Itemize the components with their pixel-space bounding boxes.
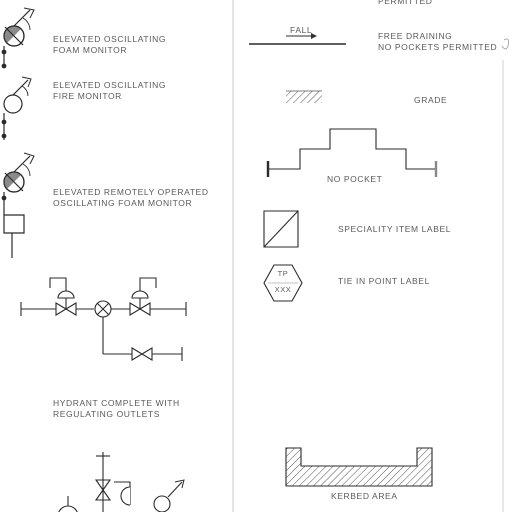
- no-pocket-label: NO POCKET: [327, 174, 383, 184]
- valve-monitor-fragment-icon: [58, 452, 184, 512]
- remote-foam-monitor-icon: [0, 153, 34, 258]
- hydrant-icon: [21, 278, 186, 361]
- free-draining-label: FREE DRAINING NO POCKETS PERMITTED: [378, 31, 498, 52]
- grade-label: GRADE: [414, 95, 448, 105]
- tie-in-tag-top: TP: [277, 269, 289, 278]
- fall-line-icon: [249, 33, 346, 44]
- tie-in-point-icon: [264, 265, 302, 301]
- speciality-item-icon: [264, 211, 298, 247]
- speciality-item-label: SPECIALITY ITEM LABEL: [338, 224, 452, 234]
- remote-foam-monitor-label: ELEVATED REMOTELY OPERATED OSCILLATING F…: [53, 187, 209, 208]
- tie-in-tag-bottom: XXX: [274, 285, 292, 294]
- hydrant-label: HYDRANT COMPLETE WITH REGULATING OUTLETS: [53, 398, 180, 419]
- foam-monitor-icon: [0, 8, 34, 68]
- grade-hatch-icon: [286, 91, 322, 103]
- fire-monitor-label: ELEVATED OSCILLATING FIRE MONITOR: [53, 80, 167, 101]
- kerbed-area-label: KERBED AREA: [331, 491, 398, 501]
- foam-monitor-label: ELEVATED OSCILLATING FOAM MONITOR: [53, 34, 167, 55]
- edge-mark: [502, 39, 509, 49]
- kerbed-area-icon: [286, 448, 432, 486]
- permitted-top-label: PERMITTED: [378, 0, 433, 6]
- fall-arrow-label: FALL: [290, 25, 313, 35]
- fire-monitor-icon: [2, 77, 31, 140]
- no-pocket-icon: [268, 129, 436, 177]
- tie-in-point-label: TIE IN POINT LABEL: [338, 276, 430, 286]
